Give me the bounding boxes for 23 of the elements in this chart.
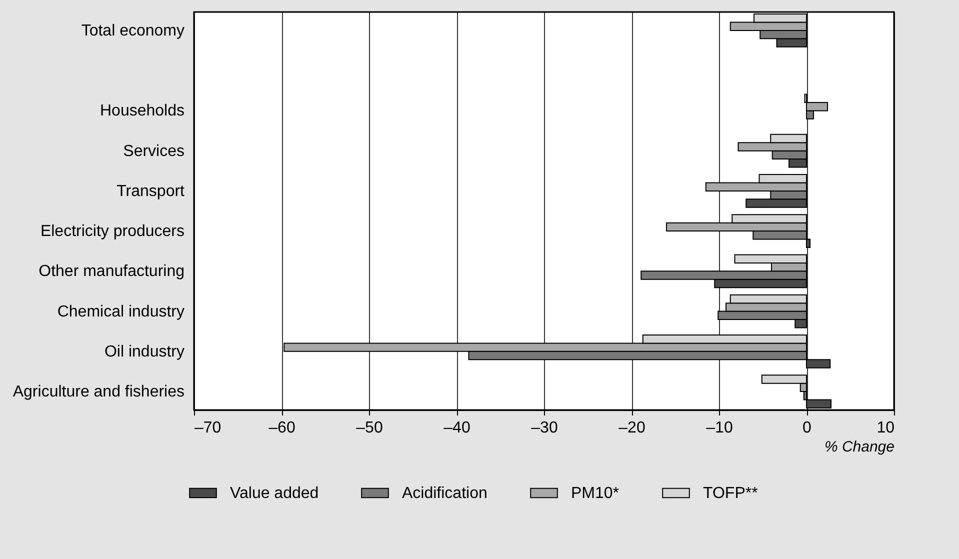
y-tick-label: Total economy <box>81 22 184 40</box>
legend-label: Acidification <box>402 485 488 502</box>
x-axis-title: % Change <box>824 438 894 456</box>
y-tick-label: Services <box>123 142 184 160</box>
x-tick-label: –60 <box>268 420 296 436</box>
legend-label: Value added <box>230 485 319 502</box>
y-tick-label: Electricity producers <box>40 223 184 240</box>
legend-label: PM10* <box>571 485 620 502</box>
y-tick-label: Chemical industry <box>57 303 184 320</box>
x-tick-label: –10 <box>706 420 733 436</box>
x-tick-label: –70 <box>194 420 222 436</box>
y-tick-label: Households <box>100 102 184 120</box>
x-tick-label: –40 <box>444 420 470 436</box>
x-tick-label: 0 <box>802 420 812 436</box>
x-tick-label: –30 <box>531 420 558 436</box>
y-tick-label: Transport <box>116 182 186 200</box>
y-tick-label: Other manufacturing <box>38 263 184 280</box>
y-tick-label: Agriculture and fisheries <box>12 384 184 401</box>
x-tick-label: –50 <box>356 420 383 436</box>
x-tick-label: 10 <box>876 420 895 436</box>
x-tick-label: –20 <box>618 420 646 436</box>
y-tick-label: Oil industry <box>104 343 184 360</box>
legend-label: TOFP** <box>703 485 758 502</box>
